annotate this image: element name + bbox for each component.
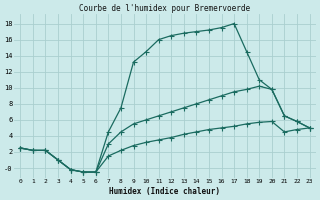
Title: Courbe de l'humidex pour Bremervoerde: Courbe de l'humidex pour Bremervoerde xyxy=(79,4,251,13)
X-axis label: Humidex (Indice chaleur): Humidex (Indice chaleur) xyxy=(109,187,220,196)
